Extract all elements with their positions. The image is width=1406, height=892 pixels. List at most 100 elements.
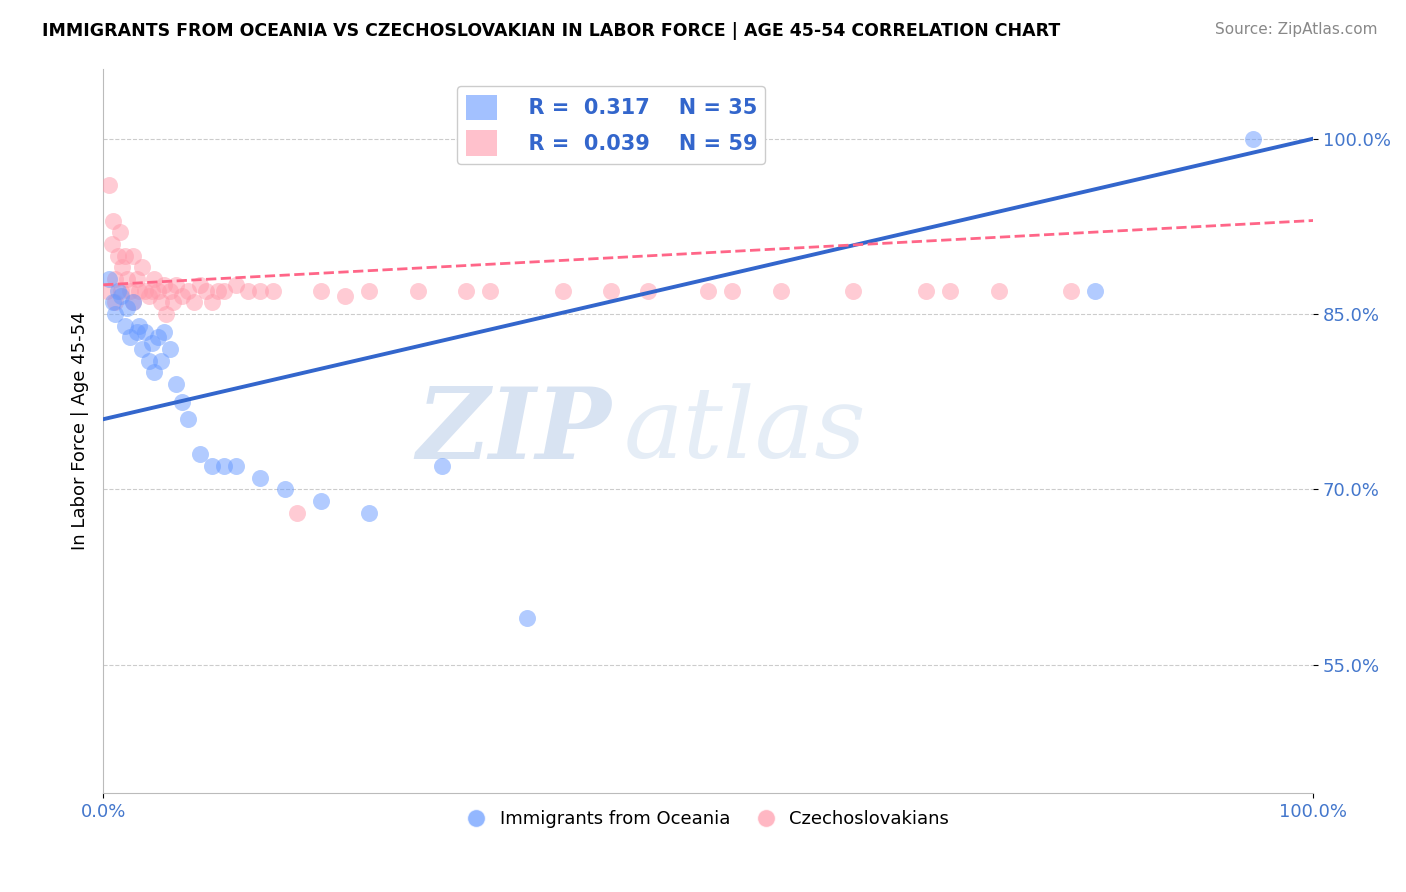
Legend: Immigrants from Oceania, Czechoslovakians: Immigrants from Oceania, Czechoslovakian…	[460, 803, 956, 835]
Point	[141, 284, 163, 298]
Text: ZIP: ZIP	[416, 383, 612, 479]
Point	[107, 284, 129, 298]
Point	[138, 353, 160, 368]
Text: Source: ZipAtlas.com: Source: ZipAtlas.com	[1215, 22, 1378, 37]
Point	[212, 284, 235, 298]
Point	[100, 236, 122, 251]
Point	[150, 353, 173, 368]
Point	[551, 284, 574, 298]
Point	[238, 284, 260, 298]
Point	[134, 325, 156, 339]
Point	[170, 394, 193, 409]
Point	[128, 284, 150, 298]
Point	[987, 284, 1010, 298]
Point	[769, 284, 792, 298]
Point	[101, 295, 124, 310]
Point	[177, 284, 200, 298]
Point	[152, 325, 174, 339]
Point	[195, 284, 218, 298]
Point	[111, 260, 134, 275]
Point	[104, 272, 127, 286]
Point	[117, 301, 139, 315]
Point	[915, 284, 938, 298]
Point	[122, 249, 145, 263]
Point	[159, 284, 181, 298]
Point	[939, 284, 962, 298]
Point	[359, 506, 381, 520]
Point	[117, 272, 139, 286]
Point	[430, 458, 453, 473]
Point	[207, 284, 229, 298]
Point	[114, 249, 136, 263]
Point	[456, 284, 478, 298]
Point	[98, 178, 121, 193]
Point	[285, 506, 308, 520]
Point	[128, 318, 150, 333]
Point	[1060, 284, 1083, 298]
Point	[262, 284, 284, 298]
Point	[697, 284, 720, 298]
Point	[162, 295, 184, 310]
Point	[125, 272, 148, 286]
Point	[122, 295, 145, 310]
Point	[118, 284, 141, 298]
Point	[131, 342, 153, 356]
Point	[110, 284, 132, 298]
Point	[96, 284, 118, 298]
Point	[152, 277, 174, 292]
Point	[98, 272, 121, 286]
Text: IMMIGRANTS FROM OCEANIA VS CZECHOSLOVAKIAN IN LABOR FORCE | AGE 45-54 CORRELATIO: IMMIGRANTS FROM OCEANIA VS CZECHOSLOVAKI…	[42, 22, 1060, 40]
Point	[146, 330, 169, 344]
Point	[516, 611, 538, 625]
Point	[104, 307, 127, 321]
Point	[273, 483, 295, 497]
Point	[309, 284, 332, 298]
Point	[114, 318, 136, 333]
Point	[225, 277, 247, 292]
Y-axis label: In Labor Force | Age 45-54: In Labor Force | Age 45-54	[72, 311, 89, 550]
Point	[165, 277, 187, 292]
Point	[146, 284, 169, 298]
Point	[600, 284, 623, 298]
Point	[188, 277, 211, 292]
Point	[141, 336, 163, 351]
Point	[212, 458, 235, 473]
Point	[842, 284, 865, 298]
Point	[359, 284, 381, 298]
Point	[142, 366, 165, 380]
Point	[138, 289, 160, 303]
Point	[406, 284, 429, 298]
Point	[118, 330, 141, 344]
Point	[177, 412, 200, 426]
Point	[122, 295, 145, 310]
Point	[142, 272, 165, 286]
Point	[1241, 131, 1264, 145]
Point	[225, 458, 247, 473]
Point	[155, 307, 177, 321]
Point	[110, 289, 132, 303]
Point	[170, 289, 193, 303]
Point	[101, 213, 124, 227]
Point	[188, 447, 211, 461]
Point	[125, 325, 148, 339]
Point	[1084, 284, 1107, 298]
Point	[479, 284, 502, 298]
Point	[183, 295, 205, 310]
Point	[249, 284, 271, 298]
Point	[131, 260, 153, 275]
Point	[249, 471, 271, 485]
Point	[159, 342, 181, 356]
Point	[721, 284, 744, 298]
Point	[637, 284, 659, 298]
Point	[107, 249, 129, 263]
Point	[333, 289, 356, 303]
Point	[201, 458, 224, 473]
Point	[150, 295, 173, 310]
Point	[134, 284, 156, 298]
Point	[104, 295, 127, 310]
Point	[201, 295, 224, 310]
Point	[108, 225, 131, 239]
Text: atlas: atlas	[623, 384, 866, 479]
Point	[309, 494, 332, 508]
Point	[165, 377, 187, 392]
